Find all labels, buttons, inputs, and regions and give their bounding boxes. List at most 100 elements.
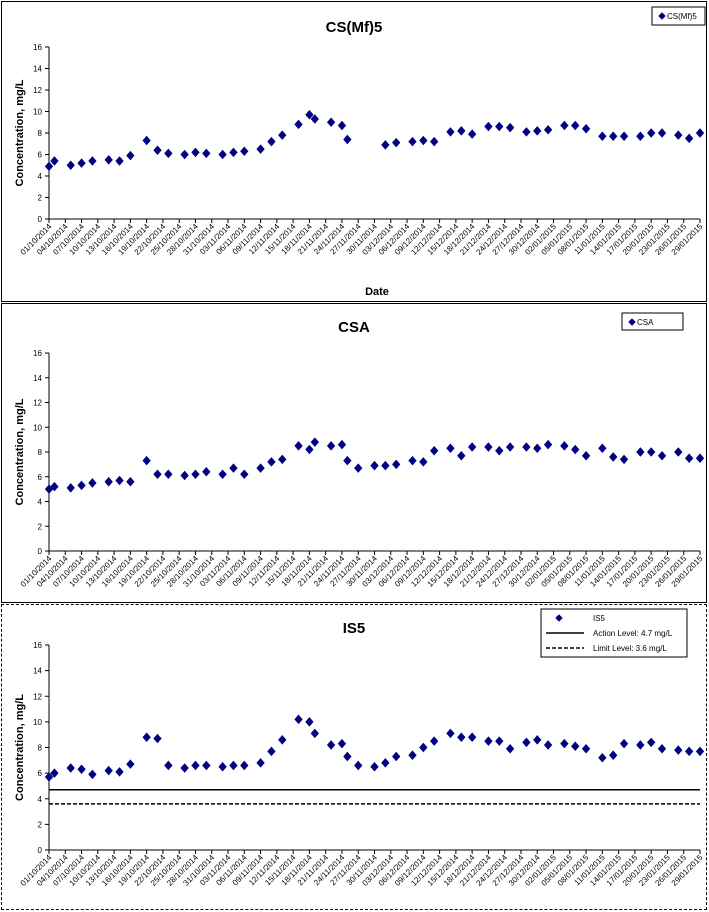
y-tick-label: 8 (38, 129, 43, 138)
legend-marker-swatch (658, 12, 666, 20)
y-tick-label: 2 (38, 194, 43, 203)
data-point (126, 476, 135, 487)
data-point (467, 129, 477, 139)
data-point (430, 736, 439, 746)
data-point (142, 732, 151, 743)
data-point (571, 444, 580, 455)
data-point (229, 760, 238, 771)
data-point (326, 117, 336, 128)
data-point (392, 459, 401, 470)
data-point (218, 469, 227, 480)
data-point (354, 463, 363, 473)
legend-label: CS(Mf)5 (667, 12, 697, 21)
data-point (343, 455, 352, 466)
y-tick-label: 12 (33, 692, 42, 701)
data-point (115, 156, 124, 166)
data-point (310, 728, 319, 739)
data-point (467, 442, 477, 452)
data-point (115, 767, 124, 777)
data-point (419, 742, 428, 753)
data-point (571, 120, 580, 131)
y-tick-label: 16 (33, 43, 42, 52)
y-tick-label: 8 (38, 744, 43, 753)
data-point (104, 155, 113, 165)
y-tick-label: 14 (33, 374, 42, 383)
data-point (408, 455, 417, 466)
legend-label: Action Level: 4.7 mg/L (593, 629, 673, 638)
data-point (191, 469, 200, 480)
y-tick-label: 6 (38, 151, 43, 160)
y-axis-label: Concentration, mg/L (14, 79, 26, 186)
data-point (153, 469, 162, 480)
chart-title: IS5 (343, 620, 366, 637)
data-point (88, 156, 97, 166)
data-point (647, 447, 656, 457)
y-tick-label: 6 (38, 769, 43, 778)
data-point (581, 123, 591, 134)
y-tick-label: 4 (38, 172, 43, 181)
data-point (484, 736, 493, 746)
data-point (467, 732, 477, 743)
data-point (609, 750, 618, 760)
data-point (343, 134, 352, 145)
data-point (430, 446, 439, 456)
data-point (695, 746, 705, 757)
y-tick-label: 0 (38, 846, 43, 855)
y-axis-label: Concentration, mg/L (14, 398, 26, 505)
chart-panel-csa: CSA Concentration, mg/L 0 2 4 6 8 10 12 14 16 01/10… (1, 303, 707, 603)
data-point (240, 760, 249, 771)
x-axis-label: Date (365, 286, 389, 298)
y-tick-label: 12 (33, 399, 42, 408)
data-point (310, 437, 319, 447)
data-point (457, 732, 466, 743)
data-point (50, 156, 59, 166)
data-point (126, 759, 135, 769)
data-point (256, 758, 265, 768)
chart-title: CS(Mf)5 (326, 19, 383, 36)
legend-label: Limit Level: 3.6 mg/L (593, 644, 667, 653)
data-point (229, 463, 238, 473)
data-point (430, 136, 439, 147)
y-tick-label: 0 (38, 547, 43, 556)
data-point (77, 764, 86, 775)
data-point (657, 744, 667, 754)
data-point (522, 737, 531, 748)
data-point (619, 738, 629, 749)
chart-title: CSA (338, 319, 370, 336)
data-point (66, 483, 75, 493)
legend-box (621, 312, 684, 331)
data-point (636, 131, 645, 141)
data-point (326, 740, 336, 750)
data-point (695, 128, 705, 138)
data-point (202, 148, 211, 159)
data-point (88, 769, 97, 780)
data-point (256, 144, 265, 154)
data-point (180, 149, 189, 160)
data-point (647, 128, 656, 138)
data-point (202, 760, 211, 771)
data-point (560, 120, 569, 131)
data-point (457, 450, 466, 461)
y-axis-label: Concentration, mg/L (14, 694, 26, 801)
data-point (191, 760, 200, 771)
legend-marker-swatch (628, 318, 636, 326)
data-point (310, 114, 319, 124)
data-point (326, 441, 336, 451)
data-point (44, 772, 54, 782)
data-point (142, 135, 151, 146)
data-point (337, 439, 347, 450)
data-point (126, 150, 135, 161)
y-tick-label: 0 (38, 215, 43, 224)
data-point (619, 454, 629, 465)
y-tick-label: 12 (33, 86, 42, 95)
data-point (684, 746, 694, 757)
data-point (571, 741, 580, 751)
data-point (381, 140, 390, 150)
data-point (370, 460, 379, 471)
data-point (278, 735, 287, 745)
data-point (294, 119, 303, 130)
data-point (50, 768, 59, 778)
chart-panel-is5: IS5 Concentration, mg/L 0 2 4 6 8 10 12 14 16 01/10… (1, 604, 707, 910)
